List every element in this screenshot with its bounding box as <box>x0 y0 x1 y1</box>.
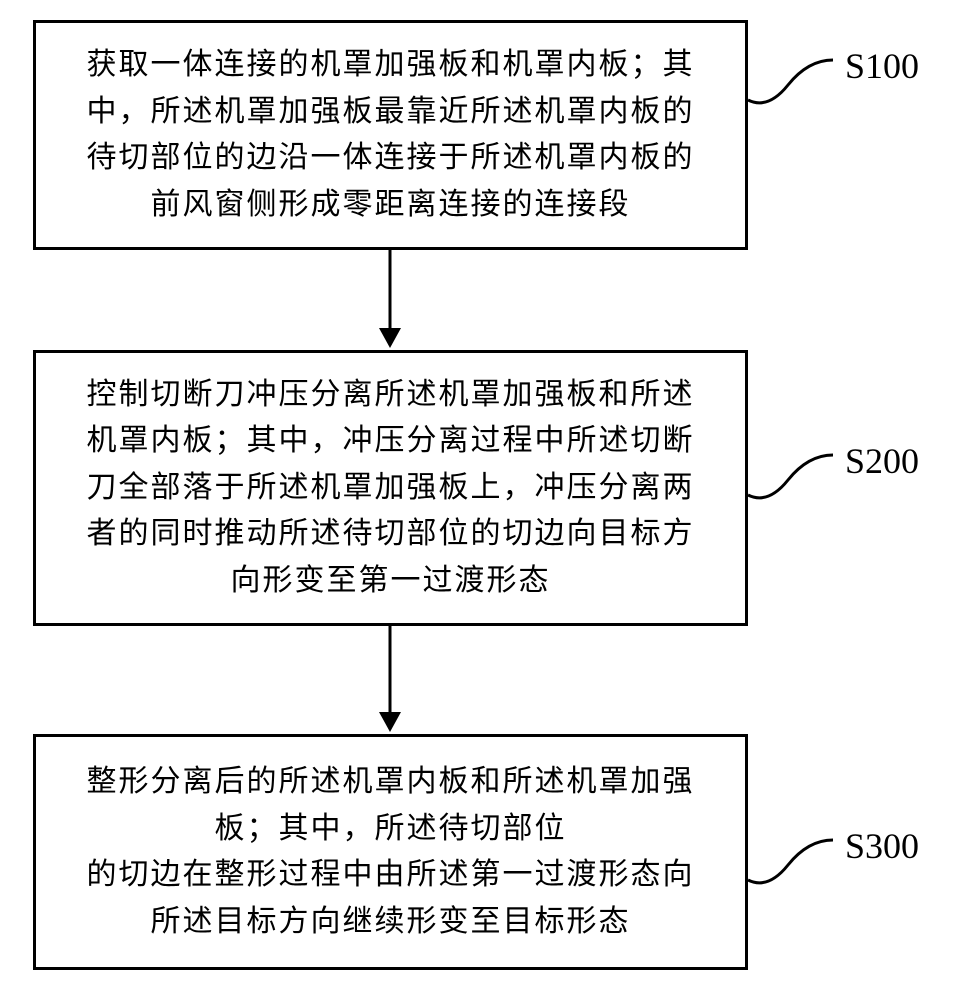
s100-line3: 待切部位的边沿一体连接于所述机罩内板的 <box>87 141 695 174</box>
node-text-s300: 整形分离后的所述机罩内板和所述机罩加强 板；其中，所述待切部位 的切边在整形过程… <box>87 759 695 945</box>
s200-line4: 者的同时推动所述待切部位的切边向目标方 <box>87 517 695 550</box>
s300-line2: 板；其中，所述待切部位 <box>87 806 695 853</box>
flowchart-node-s300: 整形分离后的所述机罩内板和所述机罩加强 板；其中，所述待切部位 的切边在整形过程… <box>33 734 748 970</box>
arrow-s200-s300 <box>375 626 405 736</box>
step-label-s200: S200 <box>845 440 919 482</box>
s100-line2: 中，所述机罩加强板最靠近所述机罩内板的 <box>87 95 695 128</box>
node-text-s100: 获取一体连接的机罩加强板和机罩内板；其 中，所述机罩加强板最靠近所述机罩内板的 … <box>87 42 695 228</box>
arrow-s100-s200 <box>375 250 405 350</box>
wavy-connector-s200 <box>748 450 843 505</box>
s200-line3: 刀全部落于所述机罩加强板上，冲压分离两 <box>87 471 695 504</box>
wavy-connector-s100 <box>748 55 843 110</box>
node-text-s200: 控制切断刀冲压分离所述机罩加强板和所述 机罩内板；其中，冲压分离过程中所述切断 … <box>87 372 695 605</box>
s300-line1: 整形分离后的所述机罩内板和所述机罩加强 <box>87 765 695 798</box>
s300-line3: 的切边在整形过程中由所述第一过渡形态向 <box>87 858 695 891</box>
s100-line1: 获取一体连接的机罩加强板和机罩内板；其 <box>87 48 695 81</box>
step-label-s300: S300 <box>845 825 919 867</box>
flowchart-container: 获取一体连接的机罩加强板和机罩内板；其 中，所述机罩加强板最靠近所述机罩内板的 … <box>0 0 963 1000</box>
s100-line4: 前风窗侧形成零距离连接的连接段 <box>87 182 695 229</box>
s200-line5: 向形变至第一过渡形态 <box>87 558 695 605</box>
flowchart-node-s200: 控制切断刀冲压分离所述机罩加强板和所述 机罩内板；其中，冲压分离过程中所述切断 … <box>33 350 748 626</box>
flowchart-node-s100: 获取一体连接的机罩加强板和机罩内板；其 中，所述机罩加强板最靠近所述机罩内板的 … <box>33 20 748 250</box>
wavy-connector-s300 <box>748 835 843 890</box>
s300-line4: 所述目标方向继续形变至目标形态 <box>87 899 695 946</box>
step-label-s100: S100 <box>845 45 919 87</box>
s200-line2: 机罩内板；其中，冲压分离过程中所述切断 <box>87 424 695 457</box>
s200-line1: 控制切断刀冲压分离所述机罩加强板和所述 <box>87 378 695 411</box>
